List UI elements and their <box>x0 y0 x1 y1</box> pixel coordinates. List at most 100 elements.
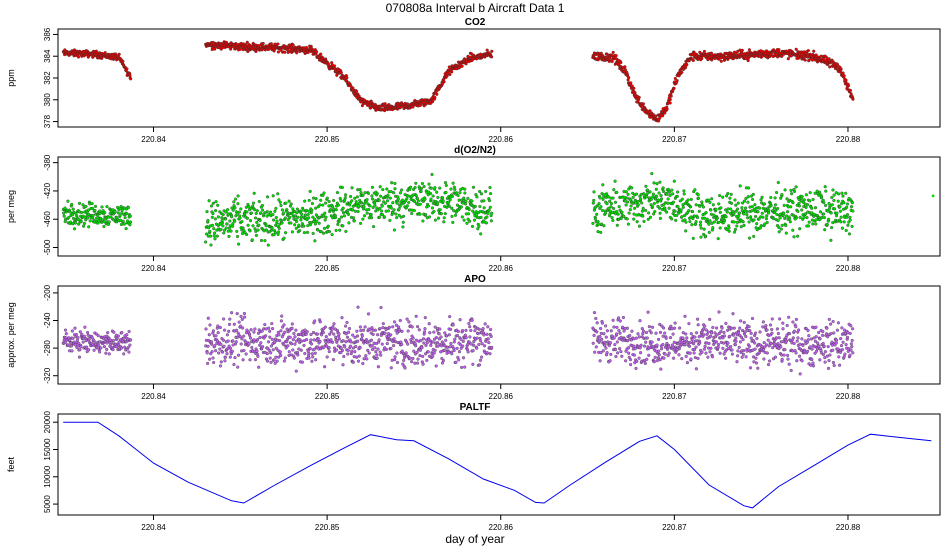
data-point <box>700 350 704 354</box>
data-point <box>70 213 75 217</box>
data-point <box>214 334 218 338</box>
data-point <box>296 215 300 219</box>
data-point <box>271 348 275 352</box>
data-point <box>256 354 260 358</box>
data-point <box>729 207 733 211</box>
data-point <box>794 325 798 329</box>
data-point <box>296 353 300 357</box>
data-point <box>655 343 659 347</box>
data-point <box>214 349 218 353</box>
data-point <box>233 197 238 201</box>
data-point <box>266 243 270 247</box>
data-point <box>242 311 246 316</box>
data-point <box>635 359 639 363</box>
data-point <box>294 219 299 224</box>
data-point <box>433 218 437 222</box>
data-point <box>744 355 748 359</box>
data-point <box>369 213 373 217</box>
data-point <box>808 191 812 195</box>
data-point <box>370 197 375 201</box>
data-point <box>414 314 418 318</box>
data-point <box>816 347 820 351</box>
data-point <box>109 341 113 345</box>
data-point <box>724 356 728 360</box>
data-point <box>698 341 702 345</box>
x-tick-label: 220.88 <box>836 264 861 273</box>
data-point <box>360 334 364 338</box>
data-point <box>339 199 343 203</box>
data-point <box>612 325 616 329</box>
data-point <box>792 235 796 239</box>
data-point <box>288 335 292 339</box>
data-point <box>726 207 730 211</box>
data-point <box>211 201 215 205</box>
data-point <box>475 346 479 350</box>
series-points <box>61 305 855 376</box>
data-point <box>594 345 598 349</box>
data-point <box>702 227 706 231</box>
data-point <box>812 49 816 53</box>
data-point <box>322 226 327 230</box>
data-point <box>305 230 310 234</box>
data-point <box>421 362 425 366</box>
data-point <box>453 187 457 192</box>
y-axis-label: ppm <box>6 69 16 87</box>
data-point <box>319 230 323 234</box>
data-point <box>687 344 692 348</box>
y-tick-label: 386 <box>43 27 52 41</box>
data-point <box>659 194 663 198</box>
data-point <box>346 352 350 356</box>
data-point <box>794 317 798 321</box>
data-point <box>205 210 209 214</box>
data-point <box>689 332 693 336</box>
data-point <box>410 360 414 364</box>
data-point <box>447 200 451 204</box>
data-point <box>105 205 109 209</box>
data-point <box>435 190 439 194</box>
data-point <box>751 197 755 202</box>
data-point <box>708 350 712 354</box>
data-point <box>422 330 427 334</box>
data-point <box>592 333 596 337</box>
data-point <box>420 181 424 186</box>
data-point <box>665 192 669 196</box>
data-point <box>831 360 835 365</box>
data-point <box>416 357 420 361</box>
data-point <box>831 348 835 352</box>
data-point <box>838 209 842 213</box>
data-point <box>459 205 463 209</box>
data-point <box>792 329 796 333</box>
data-point <box>351 216 356 220</box>
data-point <box>719 206 723 210</box>
data-point <box>750 209 754 213</box>
data-point <box>722 330 726 334</box>
data-point <box>798 227 802 231</box>
data-point <box>707 230 711 234</box>
data-point <box>125 67 129 71</box>
data-point <box>706 355 710 359</box>
data-point <box>450 206 454 210</box>
data-point <box>787 362 791 366</box>
data-point <box>452 209 456 213</box>
data-point <box>122 352 126 356</box>
data-point <box>814 335 818 339</box>
data-point <box>699 220 703 224</box>
data-point <box>242 348 246 353</box>
data-point <box>637 224 642 228</box>
data-point <box>645 357 649 361</box>
data-point <box>642 344 647 348</box>
data-point <box>115 337 119 341</box>
data-point <box>618 331 622 335</box>
data-point <box>295 51 299 55</box>
data-point <box>734 203 738 207</box>
data-point <box>227 329 231 333</box>
data-point <box>219 342 223 346</box>
data-point <box>307 356 311 360</box>
data-point <box>829 211 833 215</box>
data-point <box>442 220 446 224</box>
data-point <box>392 320 397 324</box>
data-point <box>769 342 773 346</box>
data-point <box>650 172 654 176</box>
panel-title: CO2 <box>465 17 486 28</box>
y-axis-label: feet <box>6 456 16 472</box>
